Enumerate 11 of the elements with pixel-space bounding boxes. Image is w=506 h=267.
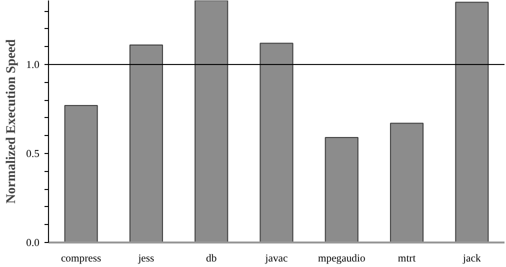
y-tick-label: 0.5 <box>26 149 40 160</box>
x-tick-label: jess <box>137 254 154 264</box>
x-tick-label: javac <box>264 254 288 264</box>
y-tick-label: 0.0 <box>26 238 40 249</box>
y-tick-label: 1.0 <box>26 60 40 72</box>
x-tick-label: db <box>206 254 217 264</box>
x-tick-label: jack <box>462 254 482 264</box>
y-axis-title: Normalized Execution Speed <box>3 38 18 204</box>
x-tick-label: compress <box>60 254 102 264</box>
x-tick-label: mtrt <box>398 254 416 264</box>
x-tick-label: mpegaudio <box>318 254 366 264</box>
